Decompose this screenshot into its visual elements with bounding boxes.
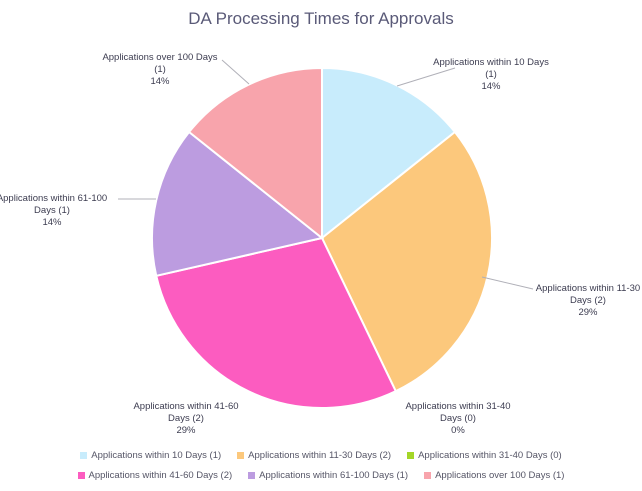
slice-label-line: Days (0) bbox=[440, 413, 476, 424]
slice-label-line: 29% bbox=[578, 307, 598, 318]
slice-label-line: (1) bbox=[485, 69, 497, 80]
legend-swatch bbox=[407, 452, 415, 459]
leader-line bbox=[481, 276, 534, 290]
legend-item: Applications within 31-40 Days (0) bbox=[407, 450, 562, 461]
legend-row-1: Applications within 10 Days (1) Applicati… bbox=[0, 450, 642, 461]
legend-row-2: Applications within 41-60 Days (2) Applic… bbox=[0, 470, 642, 481]
legend-label: Applications within 41-60 Days (2) bbox=[88, 470, 233, 481]
legend-swatch bbox=[248, 472, 256, 479]
legend-swatch bbox=[424, 472, 432, 479]
legend-swatch bbox=[77, 472, 85, 479]
slice-label: Applications over 100 Days (1) 14% bbox=[102, 52, 217, 88]
pie-slice bbox=[321, 66, 457, 241]
pie-slice bbox=[320, 130, 493, 393]
slice-label-line: Applications within 61-100 bbox=[0, 193, 108, 204]
slice-label-line: 14% bbox=[42, 217, 62, 228]
slice-label: Applications within 10 Days (1) 14% bbox=[433, 57, 549, 93]
slice-label: Applications within 61-100 Days (1) 14% bbox=[0, 193, 107, 229]
slice-label-line: Days (2) bbox=[168, 413, 204, 424]
slice-label-line: Applications over 100 Days bbox=[102, 52, 218, 63]
slice-label: Applications within 11-30 Days (2) 29% bbox=[536, 283, 640, 319]
legend-swatch bbox=[80, 452, 88, 459]
leader-line bbox=[221, 59, 250, 85]
legend-item: Applications within 10 Days (1) bbox=[80, 450, 221, 461]
pie-slice bbox=[155, 236, 398, 409]
slice-label-line: (1) bbox=[154, 64, 166, 75]
legend-item: Applications within 41-60 Days (2) bbox=[77, 470, 233, 481]
slice-label: Applications within 31-40 Days (0) 0% bbox=[405, 401, 510, 437]
legend-label: Applications within 31-40 Days (0) bbox=[418, 450, 562, 461]
slice-label-line: Applications within 41-60 bbox=[133, 401, 239, 412]
slice-label-line: 29% bbox=[176, 425, 196, 436]
slice-label-line: Applications within 11-30 bbox=[535, 283, 641, 294]
slice-label-line: 0% bbox=[451, 425, 465, 436]
pie-slice bbox=[151, 130, 325, 278]
slice-label-line: 14% bbox=[150, 76, 170, 87]
legend-item: Applications within 61-100 Days (1) bbox=[248, 470, 408, 481]
chart-title: DA Processing Times for Approvals bbox=[188, 9, 454, 28]
legend-item: Applications over 100 Days (1) bbox=[424, 470, 564, 481]
legend-label: Applications over 100 Days (1) bbox=[435, 470, 565, 481]
slice-label-line: Applications within 31-40 bbox=[405, 401, 511, 412]
legend-item: Applications within 11-30 Days (2) bbox=[237, 450, 391, 461]
legend-label: Applications within 11-30 Days (2) bbox=[248, 450, 392, 461]
pie-slice bbox=[187, 66, 323, 241]
slice-label-line: Days (2) bbox=[570, 295, 606, 306]
slice-label: Applications within 41-60 Days (2) 29% bbox=[133, 401, 238, 437]
legend-label: Applications within 61-100 Days (1) bbox=[259, 470, 409, 481]
slice-label-line: 14% bbox=[481, 81, 501, 92]
slice-label-line: Days (1) bbox=[34, 205, 70, 216]
slice-label-line: Applications within 10 Days bbox=[433, 57, 549, 68]
legend-swatch bbox=[237, 452, 245, 459]
leader-line bbox=[396, 67, 456, 87]
legend-label: Applications within 10 Days (1) bbox=[91, 450, 222, 461]
